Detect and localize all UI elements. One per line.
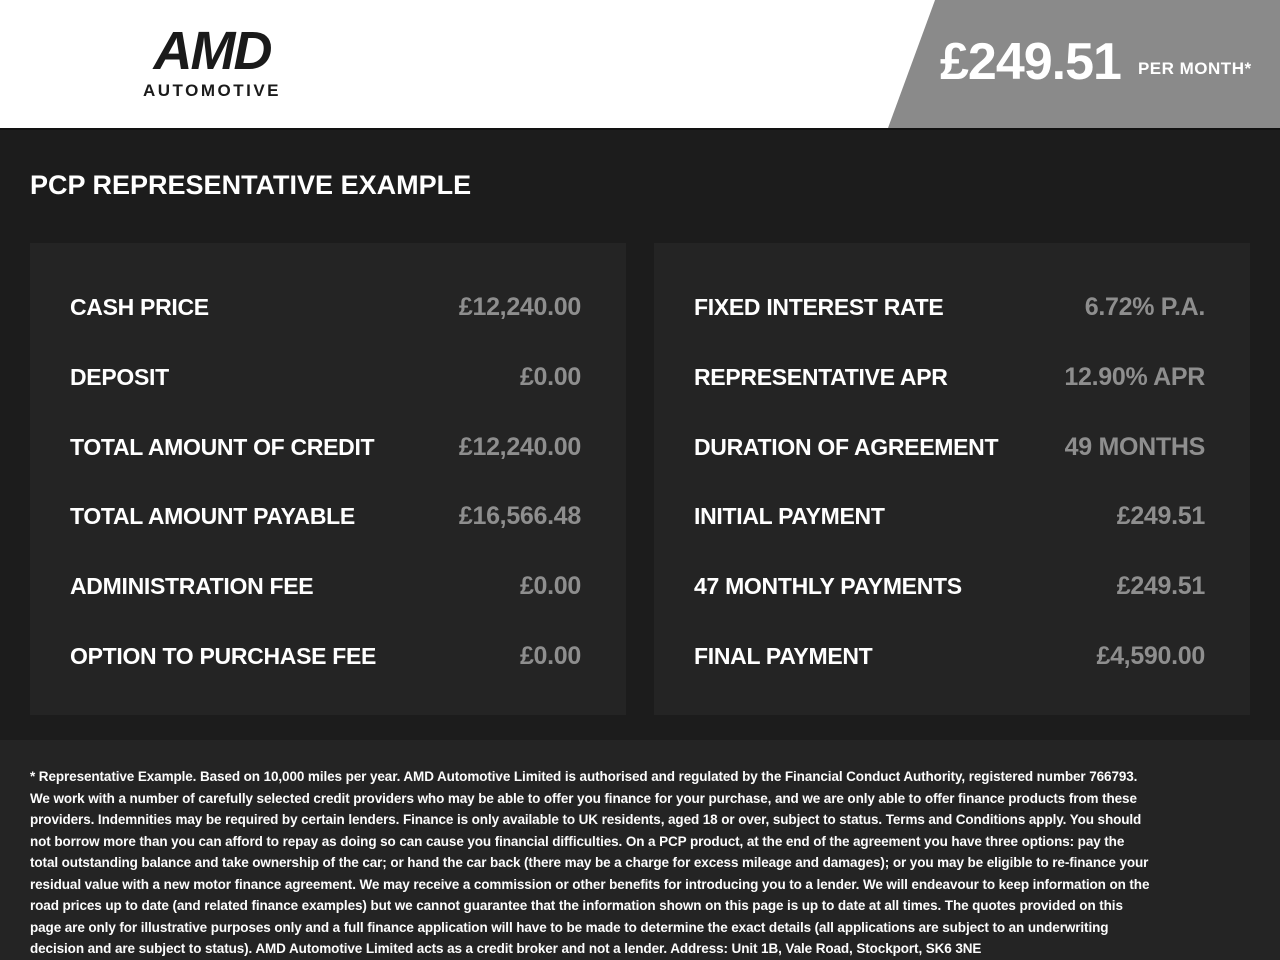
row-representative-apr: REPRESENTATIVE APR 12.90% APR (694, 343, 1205, 413)
row-label: REPRESENTATIVE APR (694, 364, 948, 390)
row-fixed-interest-rate: FIXED INTEREST RATE 6.72% P.A. (694, 273, 1205, 343)
row-value: £249.51 (1116, 572, 1206, 601)
row-option-to-purchase-fee: OPTION TO PURCHASE FEE £0.00 (70, 621, 581, 691)
row-label: INITIAL PAYMENT (694, 503, 885, 530)
row-total-amount-of-credit: TOTAL AMOUNT OF CREDIT £12,240.00 (70, 412, 581, 482)
row-monthly-payments: 47 MONTHLY PAYMENTS £249.51 (694, 552, 1205, 622)
header: AMD AUTOMOTIVE £249.51 PER MONTH* (0, 0, 1280, 130)
brand-logo: AMD AUTOMOTIVE (137, 24, 287, 101)
brand-logo-text: AMD (153, 21, 273, 81)
row-label: DURATION OF AGREEMENT (694, 433, 999, 460)
row-label: FINAL PAYMENT (694, 642, 873, 669)
row-initial-payment: INITIAL PAYMENT £249.51 (694, 482, 1205, 552)
row-value: £0.00 (519, 572, 581, 601)
row-final-payment: FINAL PAYMENT £4,590.00 (694, 621, 1205, 691)
row-label: DEPOSIT (70, 364, 169, 390)
finance-panel-left: CASH PRICE £12,240.00 DEPOSIT £0.00 TOTA… (30, 243, 626, 715)
row-label: OPTION TO PURCHASE FEE (70, 642, 377, 669)
row-value: 49 MONTHS (1064, 432, 1206, 461)
row-label: ADMINISTRATION FEE (70, 573, 314, 600)
main-content: PCP REPRESENTATIVE EXAMPLE CASH PRICE £1… (0, 130, 1280, 715)
finance-panel-right: FIXED INTEREST RATE 6.72% P.A. REPRESENT… (654, 243, 1250, 715)
row-label: TOTAL AMOUNT OF CREDIT (70, 433, 375, 460)
row-value: £12,240.00 (458, 432, 581, 461)
monthly-price-amount: £249.51 (940, 33, 1122, 91)
row-cash-price: CASH PRICE £12,240.00 (70, 273, 581, 343)
row-value: £0.00 (519, 363, 581, 391)
monthly-price-banner: £249.51 PER MONTH* (888, 0, 1280, 128)
row-value: £4,590.00 (1096, 641, 1205, 670)
disclaimer-footer: * Representative Example. Based on 10,00… (0, 740, 1280, 960)
row-value: £249.51 (1116, 502, 1206, 531)
finance-panels: CASH PRICE £12,240.00 DEPOSIT £0.00 TOTA… (30, 243, 1250, 715)
row-total-amount-payable: TOTAL AMOUNT PAYABLE £16,566.48 (70, 482, 581, 552)
row-value: £16,566.48 (458, 502, 581, 531)
row-value: 12.90% APR (1064, 363, 1205, 391)
row-administration-fee: ADMINISTRATION FEE £0.00 (70, 552, 581, 622)
row-value: £12,240.00 (458, 293, 581, 322)
row-label: FIXED INTEREST RATE (694, 294, 944, 321)
row-value: £0.00 (519, 641, 581, 670)
monthly-price-period: PER MONTH* (1137, 59, 1252, 78)
brand-logo-subtext: AUTOMOTIVE (142, 81, 282, 100)
row-label: TOTAL AMOUNT PAYABLE (70, 503, 355, 530)
row-label: 47 MONTHLY PAYMENTS (694, 573, 962, 600)
row-duration-of-agreement: DURATION OF AGREEMENT 49 MONTHS (694, 412, 1205, 482)
row-label: CASH PRICE (70, 294, 209, 321)
disclaimer-text: * Representative Example. Based on 10,00… (30, 769, 1150, 956)
page-title: PCP REPRESENTATIVE EXAMPLE (30, 170, 472, 200)
row-deposit: DEPOSIT £0.00 (70, 343, 581, 413)
row-value: 6.72% P.A. (1084, 293, 1206, 322)
